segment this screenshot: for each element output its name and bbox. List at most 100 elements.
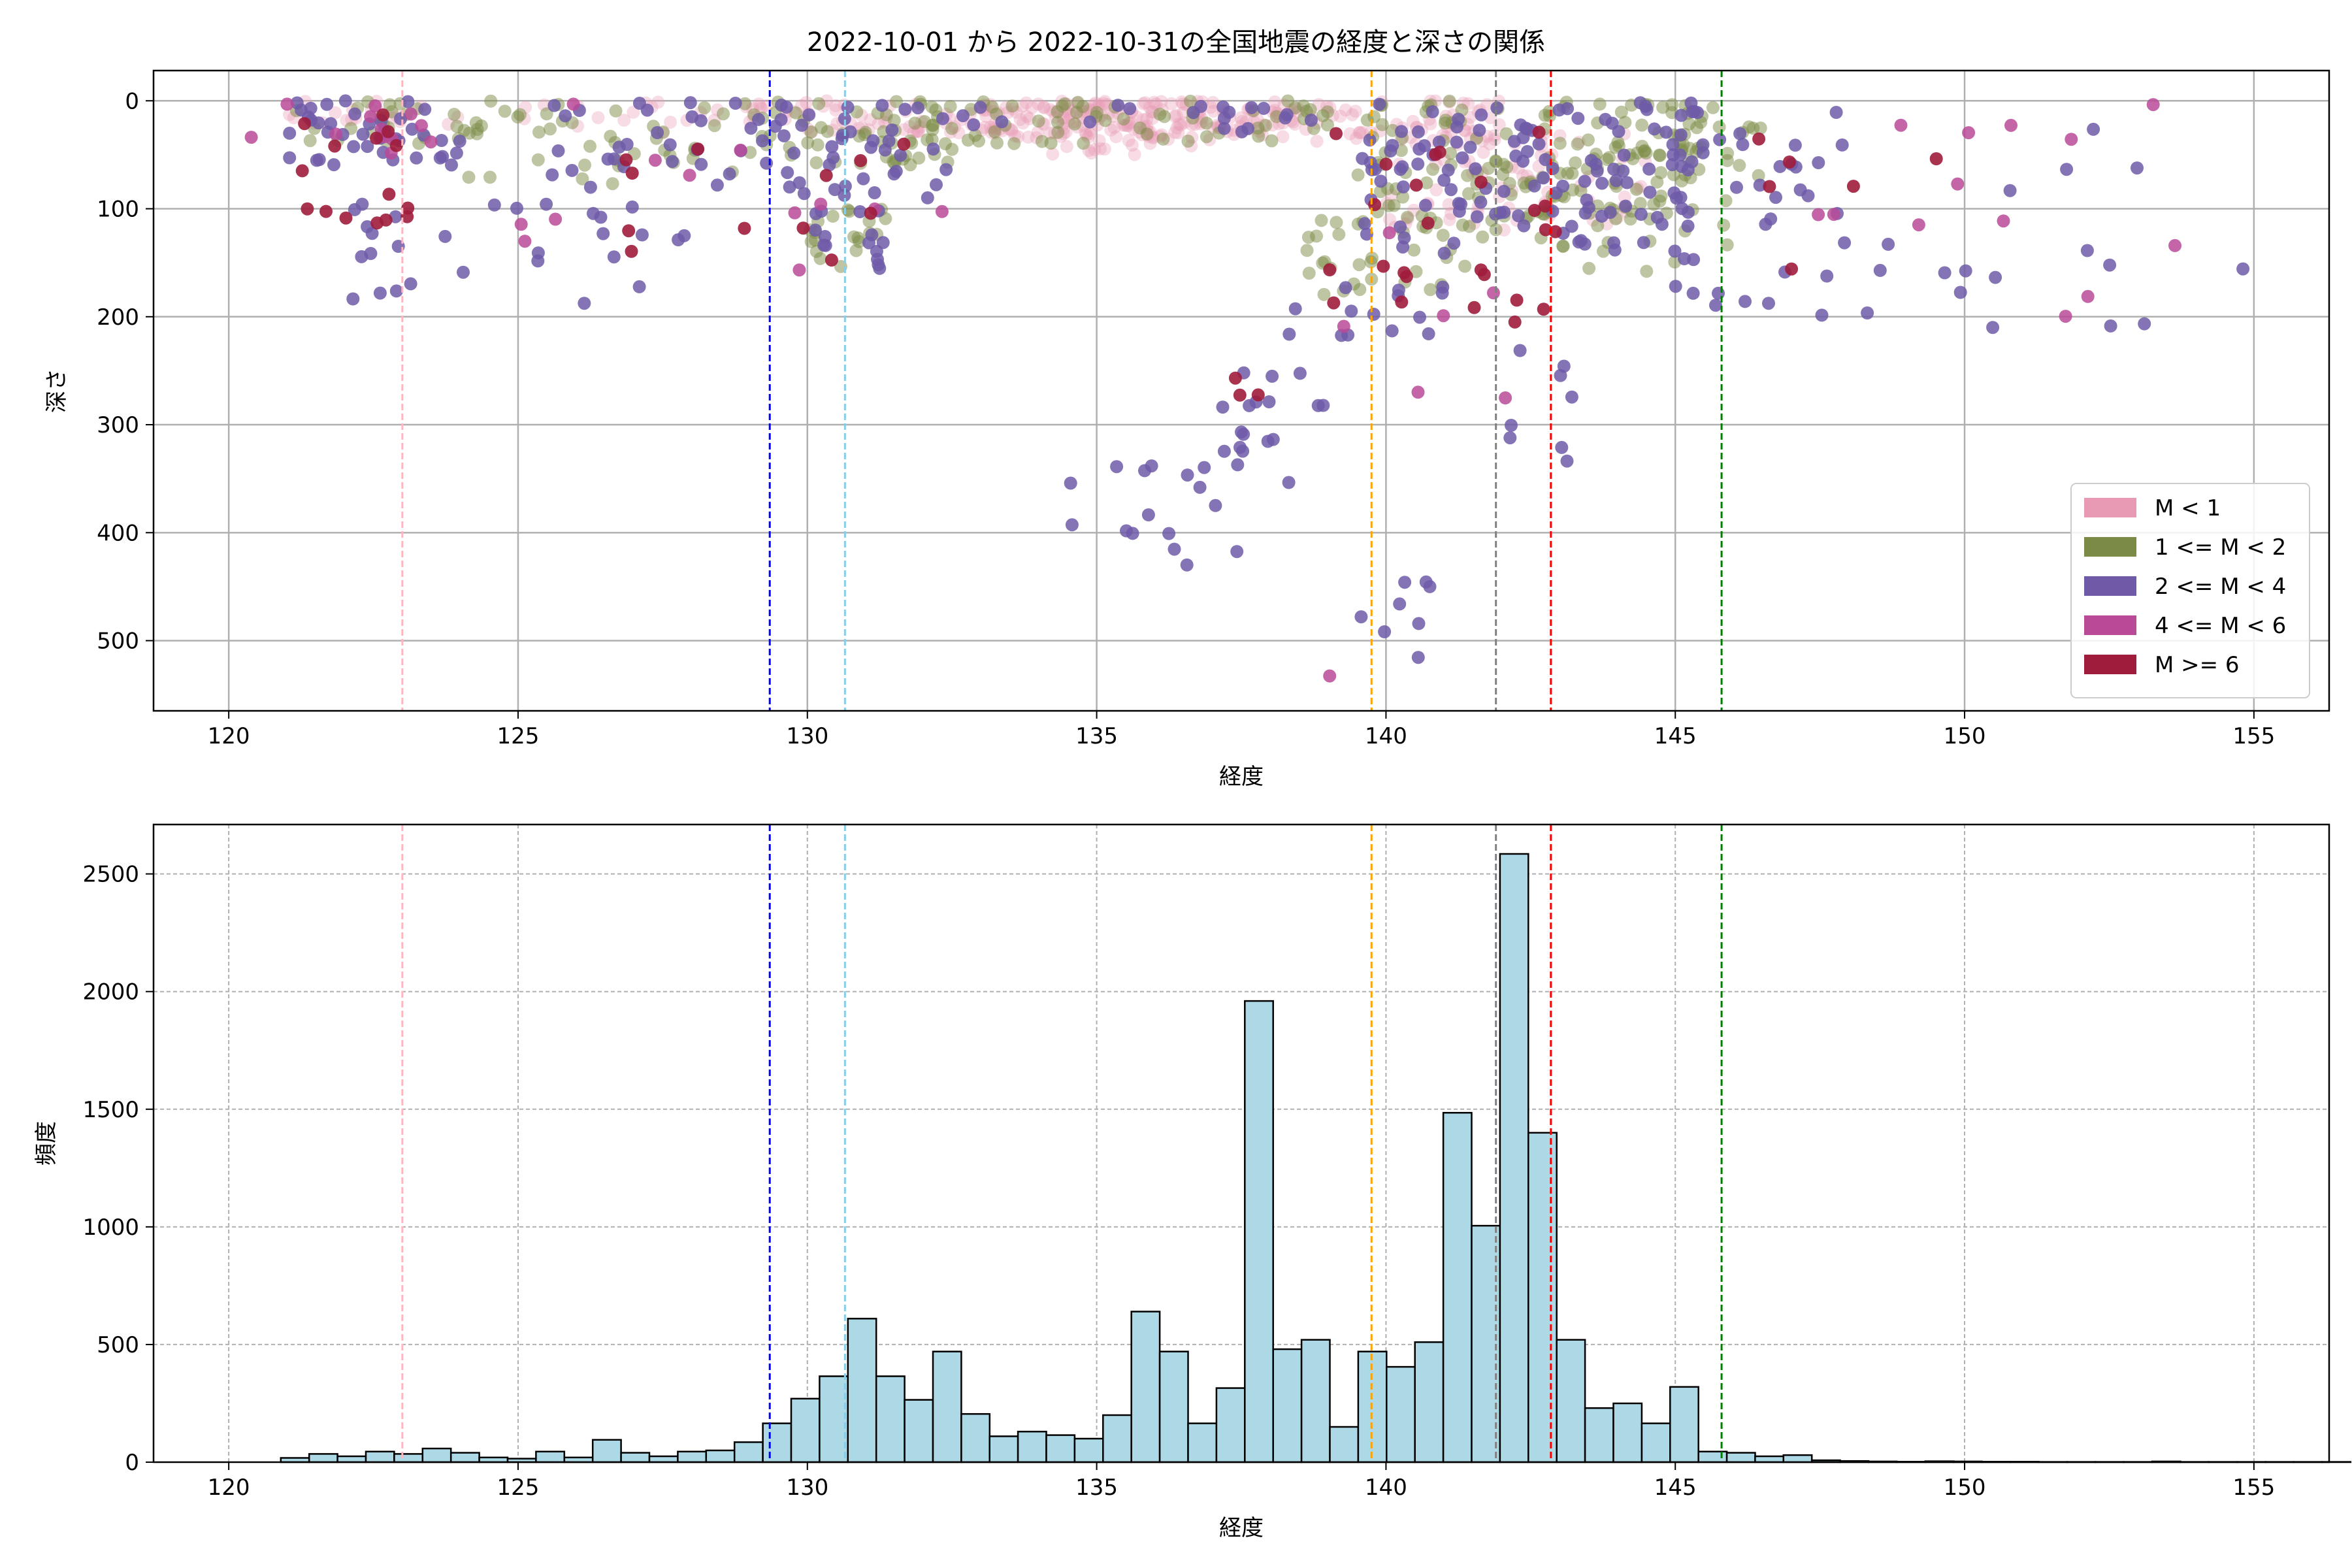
scatter-point — [1508, 315, 1522, 329]
scatter-x-tick-label: 150 — [1944, 723, 1986, 749]
scatter-point — [1537, 302, 1550, 316]
scatter-point — [1675, 159, 1689, 173]
scatter-point — [1746, 122, 1760, 135]
scatter-point — [1204, 101, 1218, 114]
histogram-bar — [1017, 1430, 1047, 1463]
scatter-point — [787, 146, 801, 160]
scatter-point — [789, 106, 803, 120]
scatter-x-tick-label: 155 — [2232, 723, 2275, 749]
histogram-bar — [1187, 1422, 1218, 1463]
scatter-point — [1384, 144, 1397, 157]
scatter-point — [280, 97, 294, 111]
scatter-point — [2065, 133, 2078, 146]
scatter-point — [1681, 205, 1695, 219]
scatter-point — [1111, 99, 1125, 112]
scatter-point — [768, 120, 782, 133]
scatter-point — [1619, 199, 1633, 213]
scatter-point — [1409, 178, 1423, 192]
scatter-point — [632, 97, 646, 110]
scatter-point — [1168, 125, 1182, 139]
scatter-point — [708, 119, 721, 133]
figure-title: 2022-10-01 から 2022-10-31の全国地震の経度と深さの関係 — [807, 27, 1545, 57]
scatter-point — [1539, 199, 1552, 213]
scatter-point — [1624, 212, 1637, 226]
scatter-point — [498, 105, 512, 118]
scatter-point — [1251, 388, 1265, 402]
scatter-point — [283, 126, 297, 140]
scatter-point — [576, 172, 589, 186]
scatter-point — [298, 117, 312, 131]
scatter-point — [1013, 112, 1027, 126]
scatter-point — [1456, 218, 1469, 232]
scatter-point — [1629, 182, 1643, 196]
scatter-point — [549, 212, 563, 226]
scatter-point — [1929, 152, 1943, 165]
scatter-point — [1763, 180, 1776, 193]
histogram-bar — [1442, 1111, 1473, 1463]
scatter-point — [578, 297, 591, 310]
scatter-point — [1092, 134, 1106, 148]
histogram-bar — [1244, 1000, 1274, 1463]
scatter-point — [1618, 116, 1632, 129]
scatter-point — [1560, 454, 1574, 468]
histogram-bar — [1386, 1365, 1416, 1463]
scatter-point — [1016, 99, 1030, 113]
scatter-point — [1687, 253, 1701, 267]
scatter-point — [995, 115, 1009, 129]
scatter-point — [819, 238, 832, 252]
histogram-bar — [1158, 1350, 1189, 1463]
scatter-point — [666, 155, 679, 169]
scatter-point — [607, 250, 621, 264]
scatter-point — [1512, 209, 1526, 223]
scatter-point — [1578, 174, 1592, 188]
scatter-point — [1537, 171, 1550, 185]
scatter-point — [864, 206, 877, 220]
scatter-point — [851, 231, 865, 245]
scatter-point — [1435, 286, 1449, 300]
scatter-point — [329, 106, 342, 120]
scatter-point — [796, 221, 810, 235]
scatter-point — [583, 139, 596, 153]
scatter-point — [1696, 138, 1710, 152]
scatter-point — [800, 96, 813, 109]
scatter-point — [838, 188, 851, 202]
scatter-point — [1411, 157, 1425, 171]
scatter-point — [1556, 239, 1570, 253]
legend-swatch — [2084, 498, 2136, 517]
scatter-point — [1426, 163, 1439, 176]
scatter-point — [635, 228, 649, 242]
histogram-x-tick-label: 155 — [2232, 1475, 2275, 1501]
scatter-y-tick-label: 200 — [97, 304, 139, 331]
scatter-point — [1169, 108, 1183, 122]
scatter-point — [809, 223, 822, 237]
scatter-point — [1168, 542, 1181, 556]
scatter-point — [1443, 213, 1456, 227]
scatter-point — [438, 229, 452, 243]
scatter-point — [873, 261, 887, 275]
scatter-point — [825, 253, 838, 267]
scatter-point — [904, 158, 917, 172]
scatter-point — [752, 112, 765, 126]
scatter-point — [1200, 116, 1213, 130]
scatter-point — [1162, 527, 1176, 540]
scatter-point — [890, 95, 903, 108]
scatter-point — [1257, 101, 1271, 115]
scatter-point — [1200, 130, 1213, 144]
legend-swatch — [2084, 576, 2136, 596]
scatter-point — [1418, 139, 1431, 152]
scatter-point — [1432, 135, 1446, 149]
scatter-point — [1051, 116, 1064, 129]
scatter-point — [1474, 195, 1488, 209]
scatter-point — [324, 117, 338, 131]
scatter-point — [1433, 145, 1446, 159]
scatter-point — [1517, 176, 1531, 190]
scatter-point — [364, 110, 378, 123]
scatter-point — [1262, 395, 1276, 408]
scatter-point — [1527, 179, 1541, 193]
scatter-point — [1351, 168, 1365, 182]
scatter-point — [1643, 186, 1657, 199]
scatter-point — [361, 220, 374, 233]
scatter-point — [1383, 213, 1396, 226]
scatter-point — [1020, 110, 1034, 123]
